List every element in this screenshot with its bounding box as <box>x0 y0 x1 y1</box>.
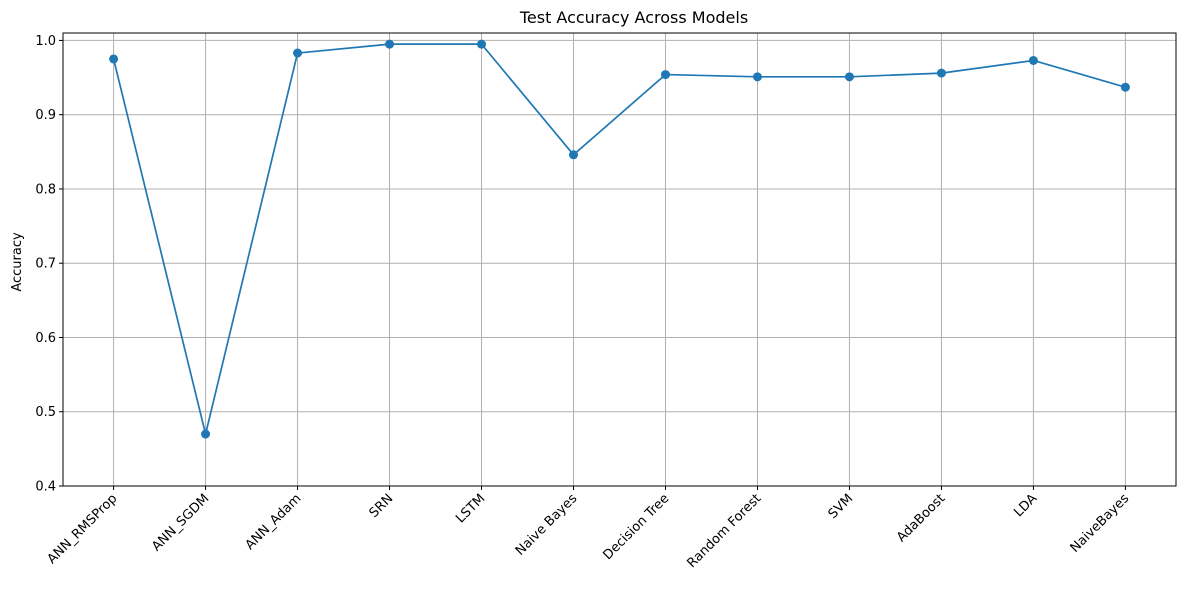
data-point <box>1120 82 1130 92</box>
x-tick-label: ANN_RMSProp <box>45 491 121 567</box>
x-tick-label: ANN_Adam <box>243 491 305 553</box>
data-point <box>844 72 854 82</box>
y-tick-label: 1.0 <box>35 34 56 49</box>
y-tick-label: 0.5 <box>35 405 56 420</box>
x-tick-label: SRN <box>367 491 397 521</box>
data-point <box>1028 55 1038 65</box>
data-point <box>109 54 119 64</box>
data-point <box>752 72 762 82</box>
y-tick-label: 0.7 <box>35 257 56 272</box>
x-tick-label: AdaBoost <box>894 491 948 545</box>
axes <box>59 32 1177 490</box>
x-tick-label: LSTM <box>453 491 488 526</box>
y-tick-label: 0.9 <box>35 108 56 123</box>
data-point <box>201 429 211 439</box>
x-tick-label: Naive Bayes <box>513 491 581 559</box>
x-tick-label: Random Forest <box>685 491 765 571</box>
data-point <box>569 150 579 160</box>
grid-lines <box>63 33 1176 487</box>
y-tick-label: 0.8 <box>35 182 56 197</box>
y-axis-label: Accuracy <box>10 232 25 292</box>
y-tick-label: 0.6 <box>35 331 56 346</box>
data-series <box>109 39 1130 439</box>
data-point <box>293 48 303 58</box>
x-tick-label: LDA <box>1011 491 1040 520</box>
data-point <box>936 68 946 78</box>
x-tick-label: ANN_SGDM <box>149 491 212 554</box>
x-tick-label: Decision Tree <box>600 491 672 563</box>
data-point <box>660 70 670 80</box>
x-tick-label: SVM <box>826 491 857 522</box>
series-line <box>112 43 1126 435</box>
data-point <box>477 39 487 49</box>
plot-frame <box>62 32 1177 487</box>
y-tick-label: 0.4 <box>35 480 56 495</box>
chart-title: Test Accuracy Across Models <box>519 8 748 27</box>
x-tick-label: NaiveBayes <box>1068 491 1133 556</box>
data-point <box>385 39 395 49</box>
